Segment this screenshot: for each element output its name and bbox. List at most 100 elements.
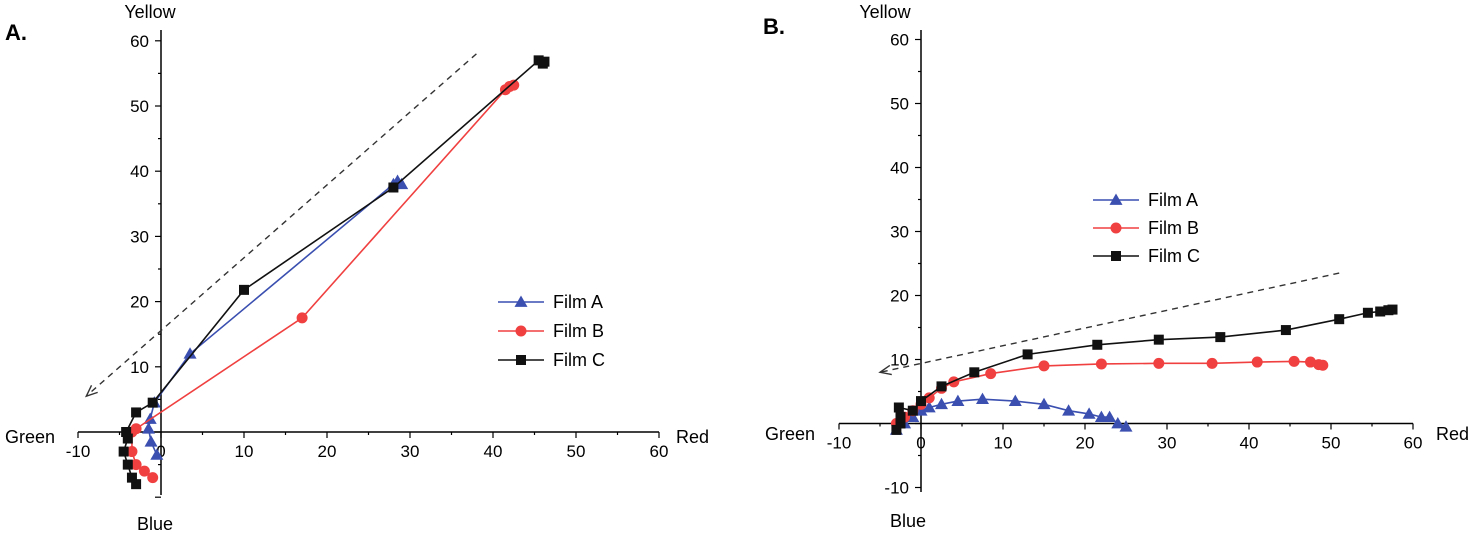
data-point xyxy=(1111,417,1125,429)
legend: Film A Film B Film C xyxy=(1093,190,1200,266)
y-tick-label: 40 xyxy=(890,159,909,178)
data-point xyxy=(1251,356,1263,368)
data-point xyxy=(923,392,935,404)
data-point xyxy=(126,472,137,483)
data-point xyxy=(122,433,133,444)
axis-label-blue: Blue xyxy=(137,514,173,534)
y-tick-label: 30 xyxy=(890,223,909,242)
data-point xyxy=(142,422,156,434)
data-point xyxy=(131,407,142,418)
data-point xyxy=(1022,349,1033,360)
legend: Film A Film B Film C xyxy=(498,292,605,370)
series-film-c xyxy=(118,55,550,490)
data-point xyxy=(1206,357,1218,369)
legend-label: Film C xyxy=(1148,246,1200,266)
x-tick-label: 30 xyxy=(1158,434,1177,453)
data-point xyxy=(1082,407,1096,419)
y-tick-label: 20 xyxy=(890,287,909,306)
data-point xyxy=(1062,404,1076,416)
data-point xyxy=(130,423,142,435)
series-line xyxy=(147,180,405,456)
y-tick-label: 50 xyxy=(130,97,149,116)
legend-label: Film A xyxy=(553,292,603,312)
y-tick-label: 30 xyxy=(130,227,149,246)
legend-marker xyxy=(1110,222,1122,234)
legend-marker xyxy=(514,295,528,307)
trend-arrow-head xyxy=(84,385,98,398)
y-tick-label: 10 xyxy=(130,358,149,377)
data-point xyxy=(1119,420,1133,432)
legend-marker xyxy=(1109,193,1123,205)
x-tick-label: -10 xyxy=(827,434,852,453)
data-point xyxy=(1037,397,1051,410)
data-point xyxy=(1317,359,1329,371)
data-point xyxy=(147,472,159,484)
data-point xyxy=(922,401,936,413)
trend-arrow-line xyxy=(879,272,1340,373)
data-point xyxy=(147,397,158,408)
axis-label-yellow: Yellow xyxy=(124,2,176,22)
data-point xyxy=(1153,334,1164,345)
series-film-b xyxy=(126,79,520,484)
data-point xyxy=(1334,314,1345,325)
x-tick-label: 60 xyxy=(650,442,669,461)
legend-marker xyxy=(515,325,527,337)
data-point xyxy=(239,284,249,295)
data-point xyxy=(126,446,138,458)
data-point xyxy=(1375,306,1386,317)
data-point xyxy=(1215,332,1226,343)
data-point xyxy=(144,435,158,447)
data-point xyxy=(118,446,129,457)
data-point xyxy=(969,367,980,378)
x-tick-label: 40 xyxy=(484,442,503,461)
x-tick-label: 60 xyxy=(1404,434,1423,453)
data-point xyxy=(895,418,906,429)
x-tick-label: 30 xyxy=(401,442,420,461)
trend-arrow-head xyxy=(878,364,892,376)
data-point xyxy=(1387,304,1398,315)
series-film-c xyxy=(891,304,1398,435)
series-line xyxy=(131,84,514,479)
x-tick-label: 10 xyxy=(235,442,254,461)
x-tick-label: 50 xyxy=(1322,434,1341,453)
y-tick-label: 60 xyxy=(130,32,149,51)
data-point xyxy=(1038,360,1050,372)
data-point xyxy=(183,347,197,359)
chart-panel-a: A. Yellow Red Green Blue -10 0 10 20 30 40 50 60 10 20… xyxy=(5,2,709,534)
data-point xyxy=(1288,355,1300,367)
x-tick-label: -10 xyxy=(66,442,91,461)
legend-marker xyxy=(516,355,526,365)
panel-label: A. xyxy=(5,20,27,45)
data-point xyxy=(388,182,399,193)
series-line xyxy=(122,59,546,485)
legend-label: Film A xyxy=(1148,190,1198,210)
y-tick-label: 50 xyxy=(890,95,909,114)
data-point xyxy=(130,459,142,471)
data-point xyxy=(891,424,902,435)
y-tick-label: -10 xyxy=(884,479,909,498)
data-point xyxy=(122,459,133,470)
axis-label-red: Red xyxy=(676,427,709,447)
data-point xyxy=(985,368,997,380)
x-tick-label: 50 xyxy=(567,442,586,461)
data-point xyxy=(907,405,918,416)
trend-arrow-line xyxy=(85,53,477,397)
data-point xyxy=(508,79,520,91)
y-tick-label: 10 xyxy=(890,351,909,370)
axis-label-green: Green xyxy=(765,424,815,444)
series-film-a xyxy=(142,174,409,460)
x-tick-label: 0 xyxy=(916,434,925,453)
data-point xyxy=(951,394,965,406)
chart-panel-b: B. Yellow Red Green Blue -10 0 10 20 30 40 50 60 -10 1… xyxy=(763,2,1469,531)
data-point xyxy=(1280,325,1291,336)
x-tick-label: 10 xyxy=(994,434,1013,453)
data-point xyxy=(935,397,948,410)
data-point xyxy=(1153,357,1165,369)
legend-label: Film B xyxy=(553,321,604,341)
axis-label-red: Red xyxy=(1436,424,1469,444)
data-point xyxy=(976,392,989,405)
data-point xyxy=(1008,394,1022,406)
data-point xyxy=(121,427,132,437)
y-tick-label: 40 xyxy=(130,162,149,181)
